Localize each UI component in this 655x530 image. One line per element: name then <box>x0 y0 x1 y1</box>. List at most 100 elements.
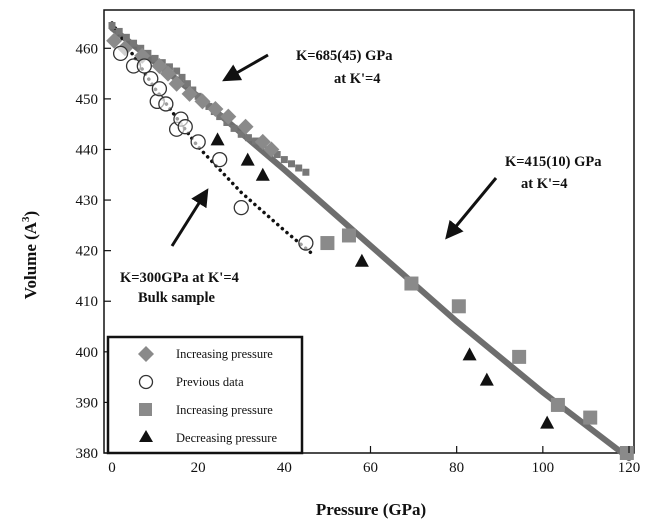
fit-line-2-segment <box>194 92 202 100</box>
fit-line-2-segment <box>178 73 186 81</box>
data-point-series-1 <box>143 70 159 87</box>
annotation-k685-line1: K=685(45) GPa <box>296 48 393 64</box>
fit-line-2-segment <box>144 49 152 57</box>
x-tick-label: 40 <box>277 460 292 476</box>
annotation-k685: K=685(45) GPa at K'=4 <box>222 48 393 87</box>
annotation-k415-line2: at K'=4 <box>521 176 568 192</box>
annotation-k415-arrow <box>445 177 498 240</box>
fit-line-2-segment <box>280 156 288 164</box>
y-tick-label: 460 <box>76 41 99 57</box>
annotation-k685-arrow <box>222 53 269 82</box>
data-point-series-0 <box>106 32 123 49</box>
data-point-series-2 <box>404 276 419 291</box>
data-point-series-0 <box>237 118 254 135</box>
legend-label-previous-data: Previous data <box>176 375 244 389</box>
data-point-series-1 <box>158 96 174 112</box>
y-tick-label: 410 <box>76 294 99 310</box>
annotation-k415: K=415(10) GPa at K'=4 <box>445 154 602 240</box>
annotation-k300: K=300GPa at K'=4 Bulk sample <box>120 188 239 306</box>
fit-line-2-segment <box>183 80 191 88</box>
legend-entry-increasing-pressure-diamond: Increasing pressure <box>138 346 273 362</box>
data-point-series-1 <box>136 58 152 74</box>
data-point-series-0 <box>263 141 280 158</box>
legend-box <box>106 335 304 455</box>
data-point-series-2 <box>512 349 527 364</box>
legend-circle-marker <box>138 374 154 390</box>
data-point-series-2 <box>550 397 565 412</box>
data-point-series-3 <box>255 167 270 181</box>
annotation-k300-line2: Bulk sample <box>138 290 216 306</box>
annotation-k300-arrow <box>170 188 209 247</box>
data-point-series-2 <box>320 236 335 251</box>
y-tick-label: 390 <box>76 395 99 411</box>
y-tick-label: 380 <box>76 446 99 462</box>
fit-line-2-segment <box>252 137 260 145</box>
x-tick-label: 20 <box>191 460 206 476</box>
fit-line-2-segment <box>151 54 159 62</box>
data-point-series-3 <box>479 372 494 386</box>
data-point-series-1 <box>298 235 314 251</box>
y-axis-title-superscript: 3 <box>20 216 32 222</box>
fit-line-2-segment <box>122 33 130 41</box>
x-tick-label: 120 <box>618 460 641 476</box>
data-point-series-0 <box>254 133 271 150</box>
legend-square-marker <box>139 403 152 416</box>
y-tick-label: 420 <box>76 244 99 260</box>
y-tick-label: 430 <box>76 193 99 209</box>
x-tick-label: 60 <box>363 460 378 476</box>
x-tick-label: 100 <box>532 460 555 476</box>
annotation-k300-line1: K=300GPa at K'=4 <box>120 270 239 286</box>
fit-line-2-segment <box>115 27 123 35</box>
legend-entry-previous-data: Previous data <box>138 374 244 390</box>
fit-line-2-segment <box>295 164 303 172</box>
fit-line-2-segment <box>273 151 281 159</box>
legend: Increasing pressure Previous data Increa… <box>106 335 304 455</box>
data-point-series-0 <box>181 85 198 102</box>
y-tick-label: 450 <box>76 92 99 108</box>
fit-line-2-segment <box>230 124 238 132</box>
annotation-k685-line2: at K'=4 <box>334 71 381 87</box>
data-point-series-0 <box>168 75 185 92</box>
data-point-series-3 <box>540 415 555 429</box>
data-point-series-1 <box>212 151 228 168</box>
annotation-k415-line1: K=415(10) GPa <box>505 154 602 170</box>
data-point-series-0 <box>220 108 237 125</box>
legend-triangle-marker <box>139 430 153 442</box>
fit-line-2-segment <box>173 67 181 75</box>
legend-entry-increasing-pressure-square: Increasing pressure <box>139 403 273 417</box>
y-tick-label: 440 <box>76 142 99 158</box>
data-point-series-1 <box>151 81 168 97</box>
legend-diamond-marker <box>138 346 154 362</box>
data-point-series-0 <box>151 58 168 74</box>
data-point-series-2 <box>583 410 598 425</box>
legend-label-decreasing-pressure: Decreasing pressure <box>176 431 277 445</box>
x-axis-title: Pressure (GPa) <box>316 500 426 519</box>
data-point-series-0 <box>160 65 177 82</box>
fit-line-2-segment <box>302 168 310 176</box>
legend-entry-decreasing-pressure: Decreasing pressure <box>139 430 277 445</box>
data-point-series-1 <box>190 134 206 150</box>
fit-line-2-segment <box>205 102 213 110</box>
data-point-series-1 <box>177 119 193 135</box>
data-point-series-1 <box>233 199 249 216</box>
fit-line-2-segment <box>237 130 245 138</box>
fit-line-2-segment <box>288 160 296 168</box>
data-point-series-0 <box>207 101 224 117</box>
fit-line-2-segment <box>216 113 224 121</box>
legend-label-increasing-pressure-diamond: Increasing pressure <box>176 347 273 361</box>
fit-line-2-segment <box>244 134 252 142</box>
data-point-series-3 <box>462 347 477 361</box>
fit-line-2-segment <box>108 22 116 30</box>
plot-area-frame <box>103 9 635 454</box>
data-point-series-3 <box>354 253 369 267</box>
x-tick-label: 80 <box>449 460 464 476</box>
fit-line-2-segment <box>165 63 173 71</box>
y-tick-label: 400 <box>76 345 99 361</box>
x-tick-label: 0 <box>108 460 116 476</box>
data-point-series-0 <box>194 93 211 110</box>
data-point-series-3 <box>210 132 225 146</box>
y-axis-title: Volume (A3) <box>20 211 40 299</box>
legend-label-increasing-pressure-square: Increasing pressure <box>176 403 273 417</box>
